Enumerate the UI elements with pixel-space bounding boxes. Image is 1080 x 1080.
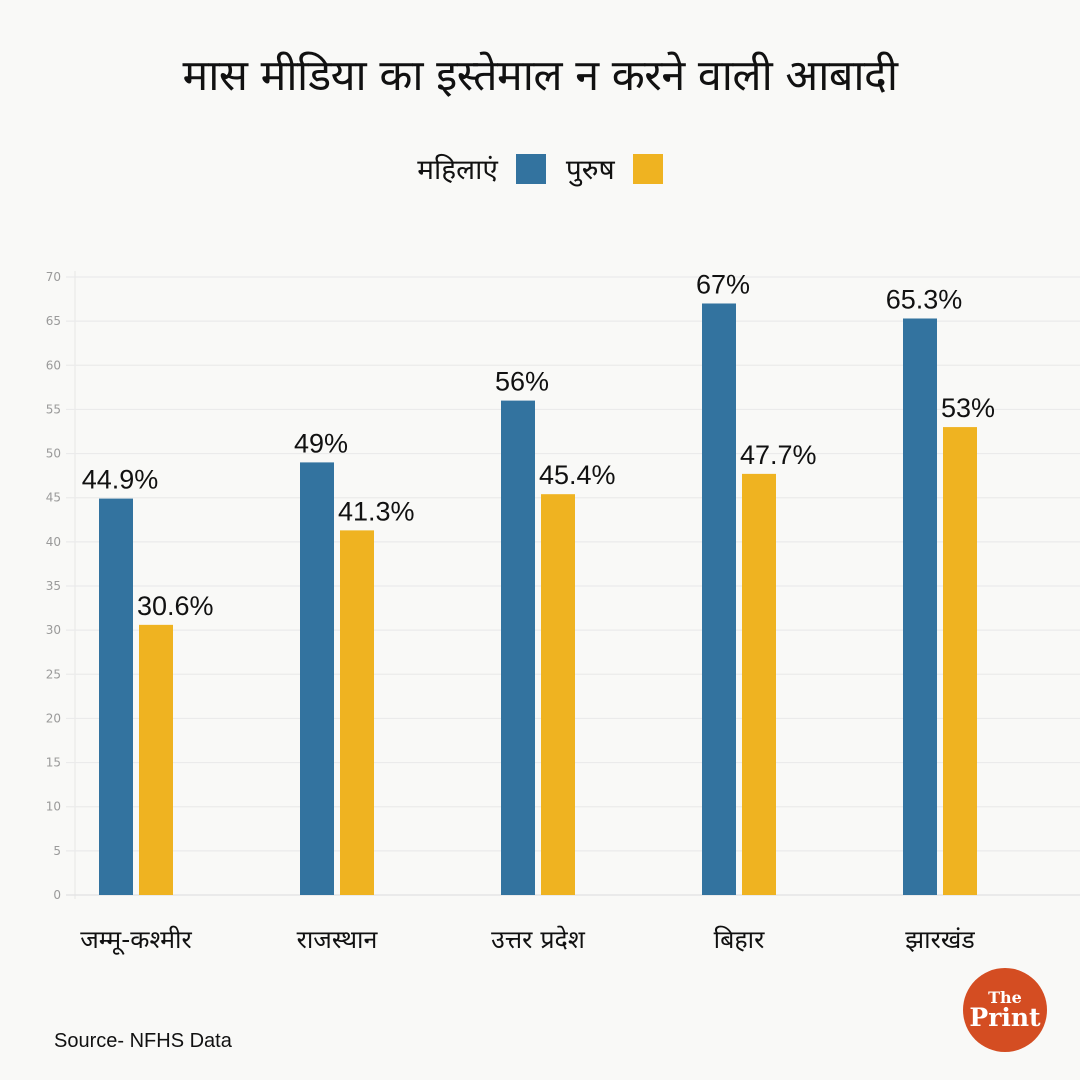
x-tick-label: राजस्थान bbox=[297, 925, 379, 954]
y-tick-label: 65 bbox=[46, 314, 61, 328]
y-tick-label: 35 bbox=[46, 579, 61, 593]
y-tick-label: 50 bbox=[46, 447, 61, 461]
x-axis-labels: जम्मू-कश्मीर राजस्थान उत्तर प्रदेश बिहार झार… bbox=[80, 925, 975, 955]
data-label: 44.9% bbox=[82, 465, 159, 495]
bar-women bbox=[99, 498, 133, 895]
legend-swatch-women bbox=[515, 154, 546, 184]
y-tick-label: 15 bbox=[46, 756, 61, 770]
bar-women bbox=[903, 318, 937, 896]
data-label: 47.7% bbox=[740, 440, 817, 470]
x-tick-label: झारखंड bbox=[905, 925, 975, 954]
data-label: 53% bbox=[941, 393, 995, 423]
y-tick-label: 10 bbox=[46, 800, 61, 814]
x-tick-label: बिहार bbox=[714, 925, 766, 954]
data-labels: 44.9% 30.6% 49% 41.3% 56% 45.4% 67% 47.7% 65.3% 5… bbox=[82, 269, 995, 620]
bar-men bbox=[139, 624, 173, 895]
y-tick-label: 60 bbox=[46, 358, 61, 372]
bar-women bbox=[501, 400, 535, 895]
y-tick-label: 30 bbox=[46, 623, 61, 637]
y-tick-label: 40 bbox=[46, 535, 61, 549]
theprint-logo: The Print bbox=[963, 968, 1047, 1052]
chart-title: मास मीडिया का इस्तेमाल न करने वाली आबादी bbox=[182, 51, 898, 101]
x-tick-label: जम्मू-कश्मीर bbox=[80, 925, 192, 955]
bar-men bbox=[340, 530, 374, 895]
data-label: 56% bbox=[495, 367, 549, 397]
legend-label-women: महिलाएं bbox=[417, 153, 498, 186]
x-tick-label: उत्तर प्रदेश bbox=[491, 925, 586, 954]
y-tick-label: 55 bbox=[46, 402, 61, 416]
bar-women bbox=[300, 462, 334, 895]
y-tick-label: 5 bbox=[53, 844, 61, 858]
logo-text-print: Print bbox=[969, 1003, 1041, 1032]
bar-women bbox=[702, 303, 736, 895]
data-label: 49% bbox=[294, 428, 348, 458]
legend: महिलाएं पुरुष bbox=[0, 150, 1080, 188]
data-label: 67% bbox=[696, 269, 750, 299]
bar-men bbox=[742, 473, 776, 895]
legend-label-men: पुरुष bbox=[565, 153, 615, 186]
data-label: 41.3% bbox=[338, 496, 415, 526]
y-tick-label: 45 bbox=[46, 491, 61, 505]
legend-swatch-men bbox=[632, 154, 663, 184]
bars bbox=[99, 303, 977, 896]
y-axis-ticks: 0 5 10 15 20 25 30 35 40 45 50 55 60 65 70 bbox=[46, 270, 61, 902]
data-label: 65.3% bbox=[886, 284, 963, 314]
bar-men bbox=[943, 427, 977, 895]
data-label: 45.4% bbox=[539, 460, 616, 490]
data-label: 30.6% bbox=[137, 591, 214, 621]
logo-text-the: The bbox=[988, 988, 1022, 1007]
source-note: Source- NFHS Data bbox=[54, 1030, 232, 1052]
y-tick-label: 0 bbox=[53, 888, 61, 902]
bar-men bbox=[541, 494, 575, 895]
y-tick-label: 20 bbox=[46, 711, 61, 725]
y-tick-label: 70 bbox=[46, 270, 61, 284]
y-tick-label: 25 bbox=[46, 667, 61, 681]
